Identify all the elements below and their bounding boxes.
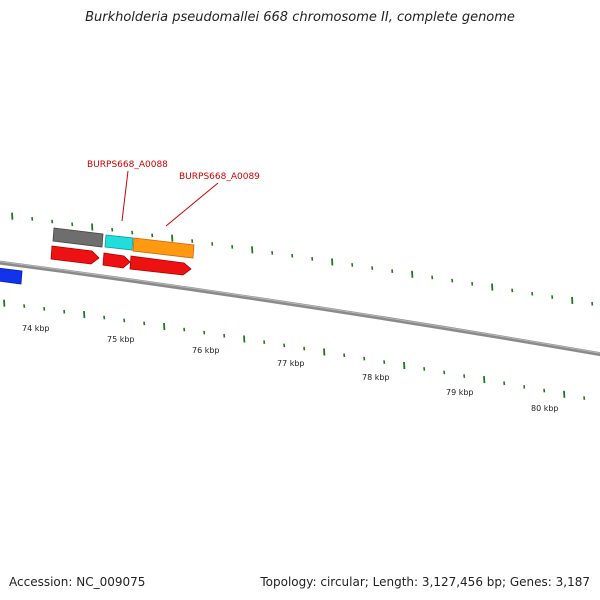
- red-gene-arrow-2[interactable]: [102, 252, 131, 269]
- scale-label-76: 76 kbp: [192, 346, 220, 355]
- orange-gene-feature[interactable]: [132, 237, 195, 259]
- gene-label-a0088[interactable]: BURPS668_A0088: [87, 160, 168, 170]
- gray-gene-feature[interactable]: [52, 227, 104, 248]
- scale-label-77: 77 kbp: [277, 359, 305, 368]
- gene-label-leader-1: [121, 170, 129, 222]
- red-gene-arrow-3[interactable]: [129, 255, 192, 276]
- scale-label-75: 75 kbp: [107, 335, 135, 344]
- chromosome-backbone: [0, 260, 600, 357]
- blue-gene-feature[interactable]: [0, 267, 23, 285]
- scale-label-79: 79 kbp: [446, 388, 474, 397]
- scale-label-80: 80 kbp: [531, 404, 559, 413]
- gene-label-leader-2: [165, 182, 219, 227]
- gene-label-a0089[interactable]: BURPS668_A0089: [179, 172, 260, 182]
- red-gene-arrow-1[interactable]: [50, 245, 100, 265]
- map-title: Burkholderia pseudomallei 668 chromosome…: [85, 10, 515, 25]
- outer-tick-track: [11, 212, 594, 306]
- inner-tick-track: [3, 299, 586, 400]
- cyan-gene-feature[interactable]: [104, 234, 134, 251]
- genome-stats: Topology: circular; Length: 3,127,456 bp…: [260, 575, 590, 589]
- accession-label: Accession: NC_009075: [9, 575, 146, 589]
- scale-label-78: 78 kbp: [362, 373, 390, 382]
- scale-label-74: 74 kbp: [22, 324, 50, 333]
